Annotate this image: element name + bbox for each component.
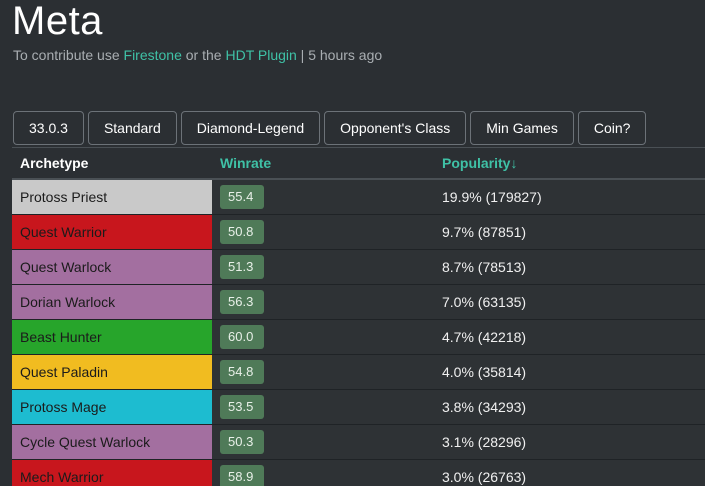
archetype-name[interactable]: Quest Warlock xyxy=(12,250,212,284)
table-row: Quest Paladin 54.8 4.0% (35814) xyxy=(12,355,705,390)
table-row: Beast Hunter 60.0 4.7% (42218) xyxy=(12,320,705,355)
table-header: Archetype Winrate Popularity↓ xyxy=(12,148,705,180)
table-body: Protoss Priest 55.4 19.9% (179827) Quest Wa… xyxy=(12,180,705,486)
archetype-name[interactable]: Protoss Priest xyxy=(12,180,212,214)
winrate-cell: 60.0 xyxy=(212,320,434,354)
popularity-cell: 3.0% (26763) xyxy=(442,469,527,485)
header-popularity[interactable]: Popularity↓ xyxy=(442,155,518,171)
winrate-cell: 54.8 xyxy=(212,355,434,389)
winrate-cell: 56.3 xyxy=(212,285,434,319)
winrate-badge: 56.3 xyxy=(220,290,264,314)
header-archetype: Archetype xyxy=(20,155,89,171)
archetype-name[interactable]: Dorian Warlock xyxy=(12,285,212,319)
table-row: Protoss Priest 55.4 19.9% (179827) xyxy=(12,180,705,215)
filter-min-games-button[interactable]: Min Games xyxy=(470,111,574,145)
winrate-cell: 50.3 xyxy=(212,425,434,459)
subtitle-or: or the xyxy=(181,47,226,63)
page-title: Meta xyxy=(12,0,103,43)
popularity-cell: 4.7% (42218) xyxy=(442,329,527,345)
winrate-cell: 53.5 xyxy=(212,390,434,424)
popularity-cell: 9.7% (87851) xyxy=(442,224,527,240)
winrate-badge: 60.0 xyxy=(220,325,264,349)
winrate-badge: 55.4 xyxy=(220,185,264,209)
popularity-cell: 3.1% (28296) xyxy=(442,434,527,450)
archetype-name[interactable]: Cycle Quest Warlock xyxy=(12,425,212,459)
winrate-cell: 55.4 xyxy=(212,180,434,214)
winrate-badge: 50.8 xyxy=(220,220,264,244)
filter-bar: 33.0.3 Standard Diamond-Legend Opponent'… xyxy=(13,111,647,147)
table-row: Quest Warlock 51.3 8.7% (78513) xyxy=(12,250,705,285)
page-subtitle: To contribute use Firestone or the HDT P… xyxy=(13,47,382,63)
winrate-badge: 51.3 xyxy=(220,255,264,279)
archetype-name[interactable]: Mech Warrior xyxy=(12,460,212,486)
table-row: Quest Warrior 50.8 9.7% (87851) xyxy=(12,215,705,250)
firestone-link[interactable]: Firestone xyxy=(123,47,182,63)
archetype-name[interactable]: Quest Warrior xyxy=(12,215,212,249)
table-row: Cycle Quest Warlock 50.3 3.1% (28296) xyxy=(12,425,705,460)
archetype-name[interactable]: Quest Paladin xyxy=(12,355,212,389)
winrate-badge: 58.9 xyxy=(220,465,264,486)
popularity-cell: 7.0% (63135) xyxy=(442,294,527,310)
winrate-cell: 50.8 xyxy=(212,215,434,249)
meta-table: Archetype Winrate Popularity↓ Protoss Pr… xyxy=(12,147,705,486)
filter-patch-button[interactable]: 33.0.3 xyxy=(13,111,84,145)
table-row: Protoss Mage 53.5 3.8% (34293) xyxy=(12,390,705,425)
popularity-cell: 3.8% (34293) xyxy=(442,399,527,415)
winrate-cell: 51.3 xyxy=(212,250,434,284)
archetype-name[interactable]: Beast Hunter xyxy=(12,320,212,354)
archetype-name[interactable]: Protoss Mage xyxy=(12,390,212,424)
filter-rank-button[interactable]: Diamond-Legend xyxy=(180,111,321,145)
winrate-cell: 58.9 xyxy=(212,460,434,486)
header-winrate[interactable]: Winrate xyxy=(220,155,272,171)
popularity-cell: 4.0% (35814) xyxy=(442,364,527,380)
table-row: Dorian Warlock 56.3 7.0% (63135) xyxy=(12,285,705,320)
popularity-cell: 19.9% (179827) xyxy=(442,189,542,205)
subtitle-suffix: | 5 hours ago xyxy=(296,47,383,63)
winrate-badge: 50.3 xyxy=(220,430,264,454)
subtitle-prefix: To contribute use xyxy=(13,47,124,63)
filter-opponent-class-button[interactable]: Opponent's Class xyxy=(324,111,467,145)
filter-format-button[interactable]: Standard xyxy=(87,111,177,145)
winrate-badge: 53.5 xyxy=(220,395,264,419)
winrate-badge: 54.8 xyxy=(220,360,264,384)
hdt-plugin-link[interactable]: HDT Plugin xyxy=(225,47,297,63)
popularity-cell: 8.7% (78513) xyxy=(442,259,527,275)
filter-coin-button[interactable]: Coin? xyxy=(577,111,647,145)
table-row: Mech Warrior 58.9 3.0% (26763) xyxy=(12,460,705,486)
